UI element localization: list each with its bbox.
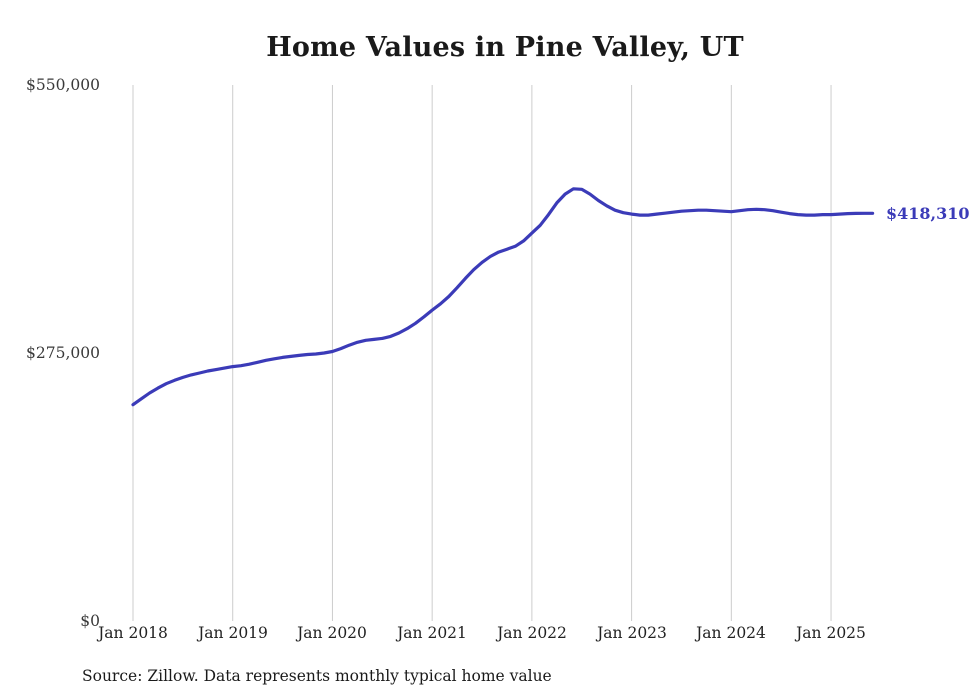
chart-title: Home Values in Pine Valley, UT (266, 32, 744, 63)
x-axis-tick-label: Jan 2021 (397, 624, 467, 642)
x-axis-tick-label: Jan 2020 (297, 624, 367, 642)
x-axis-tick-label: Jan 2022 (497, 624, 567, 642)
x-axis-tick-label: Jan 2025 (796, 624, 866, 642)
x-axis-tick-label: Jan 2023 (597, 624, 667, 642)
y-axis-tick-label: $0 (80, 612, 100, 630)
x-axis-tick-label: Jan 2018 (98, 624, 168, 642)
y-axis-tick-label: $550,000 (26, 76, 100, 94)
home-value-series-line (131, 187, 875, 407)
x-axis-tick-label: Jan 2019 (198, 624, 268, 642)
source-note: Source: Zillow. Data represents monthly … (82, 667, 552, 685)
y-axis-tick-label: $275,000 (26, 344, 100, 362)
x-axis-tick-label: Jan 2024 (696, 624, 766, 642)
series-end-value-label: $418,310 (886, 204, 970, 224)
